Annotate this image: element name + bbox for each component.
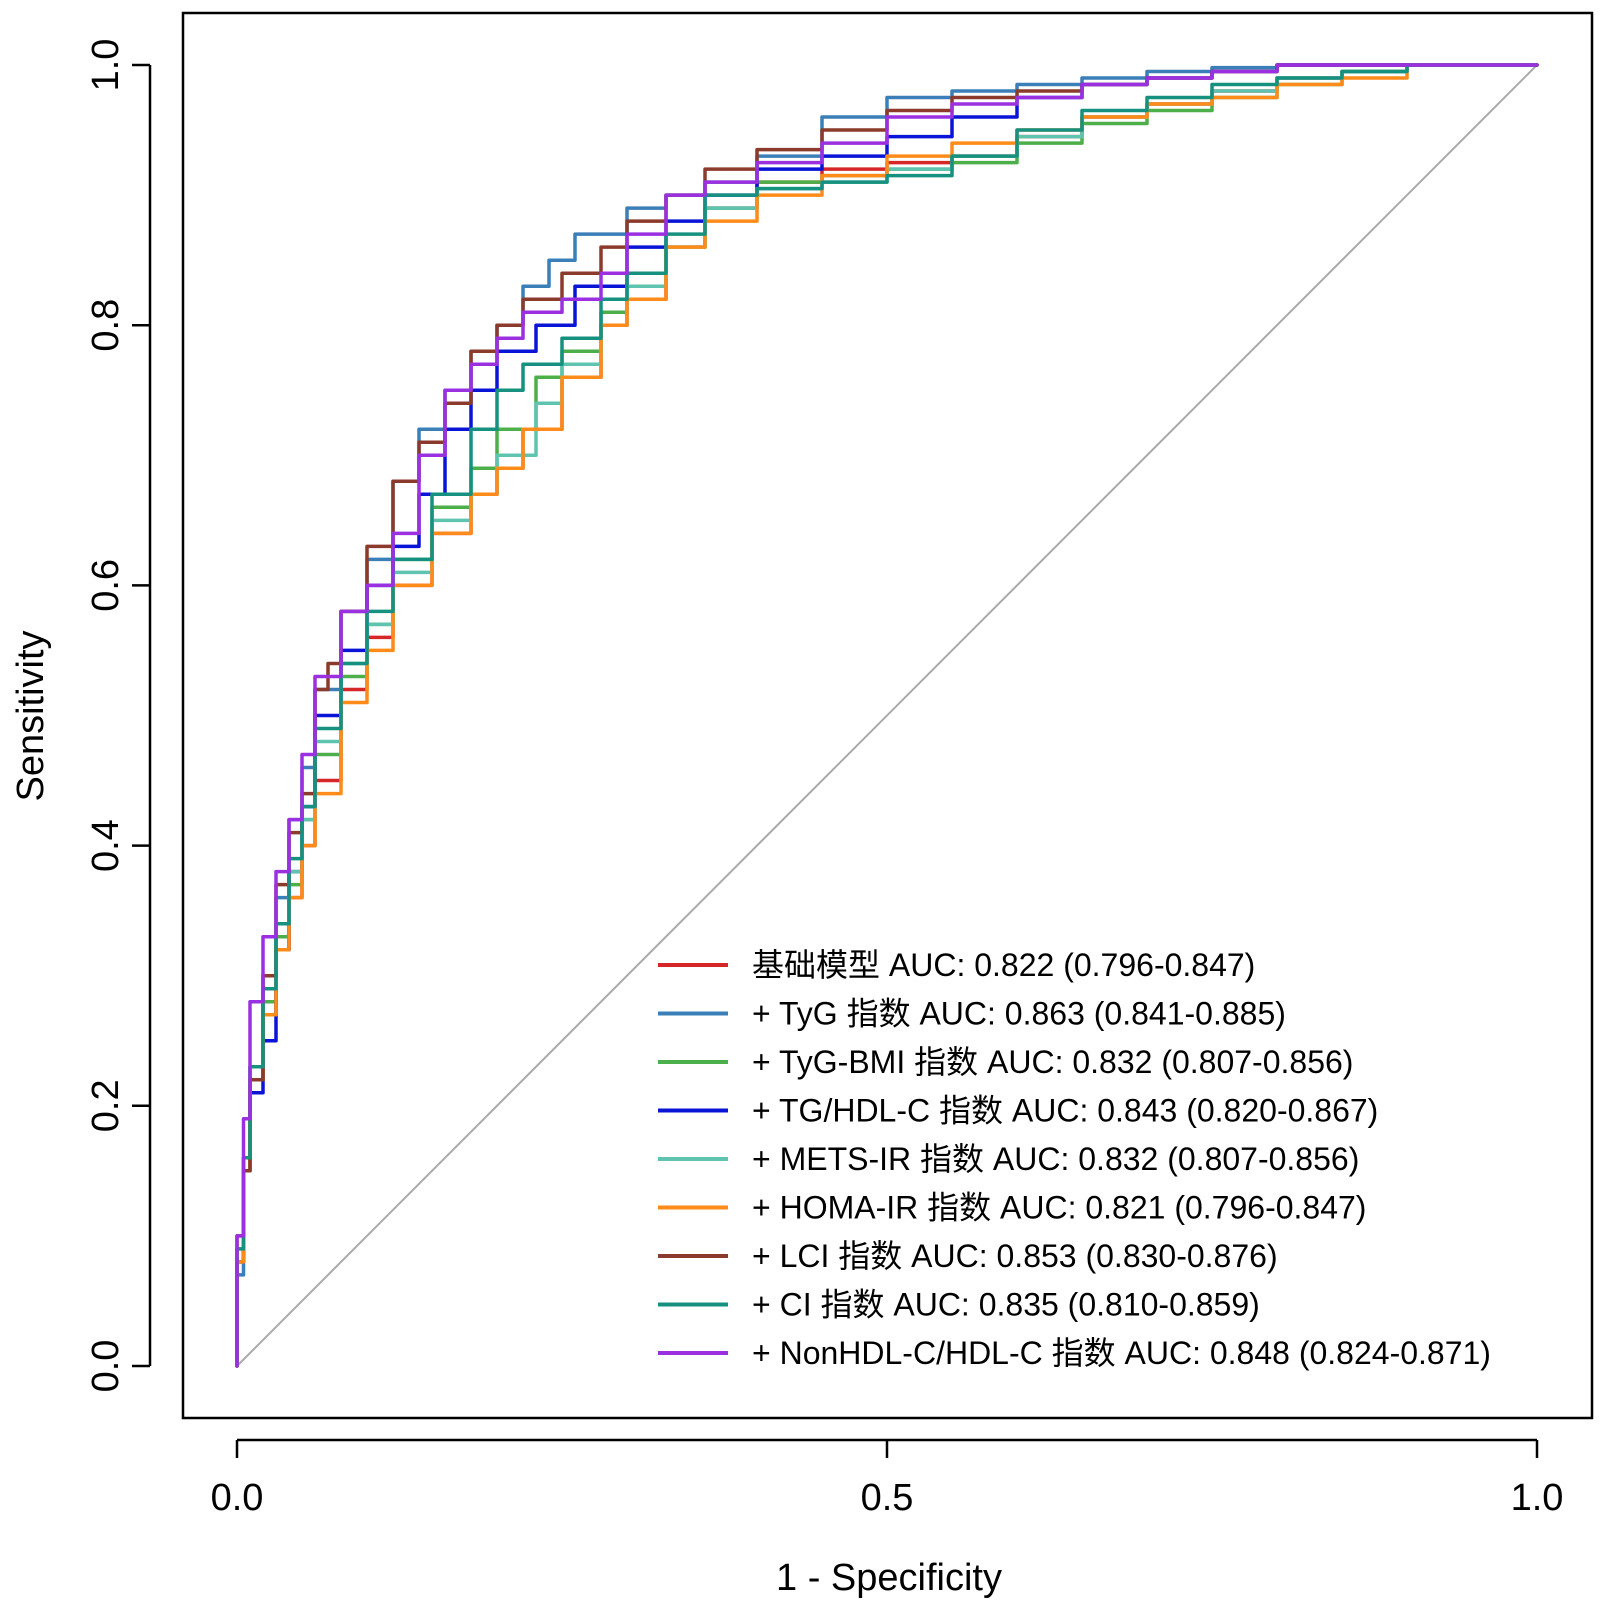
legend-label: + CI 指数 AUC: 0.835 (0.810-0.859)	[752, 1287, 1260, 1323]
roc-curve-9	[235, 63, 1539, 1368]
legend-label: + METS-IR 指数 AUC: 0.832 (0.807-0.856)	[752, 1141, 1359, 1177]
legend-label: + TyG 指数 AUC: 0.863 (0.841-0.885)	[752, 996, 1286, 1032]
roc-curve-8	[235, 63, 1539, 1368]
x-tick-label: 0.0	[211, 1477, 264, 1519]
x-axis-title: 1 - Specificity	[776, 1557, 1002, 1599]
plot-area	[235, 63, 1539, 1368]
y-tick-label: 0.0	[85, 1340, 127, 1393]
y-tick-label: 1.0	[85, 39, 127, 92]
axes: 0.0 0.5 1.0 0.0 0.2 0.4 0.6 0.8 1.0	[85, 39, 1563, 1519]
legend-label: + TG/HDL-C 指数 AUC: 0.843 (0.820-0.867)	[752, 1093, 1378, 1129]
y-tick-label: 0.8	[85, 299, 127, 352]
x-tick-label: 0.5	[861, 1477, 914, 1519]
y-axis-title: Sensitivity	[10, 630, 52, 801]
plot-frame	[181, 11, 1594, 1420]
legend-label: + LCI 指数 AUC: 0.853 (0.830-0.876)	[752, 1238, 1278, 1274]
legend: 基础模型 AUC: 0.822 (0.796-0.847) + TyG 指数 AU…	[658, 947, 1491, 1371]
reference-diagonal-line	[236, 64, 1538, 1367]
y-tick-label: 0.4	[85, 819, 127, 872]
y-tick-label: 0.2	[85, 1079, 127, 1132]
x-tick-label: 1.0	[1511, 1477, 1564, 1519]
legend-label: + TyG-BMI 指数 AUC: 0.832 (0.807-0.856)	[752, 1044, 1353, 1080]
legend-label: + NonHDL-C/HDL-C 指数 AUC: 0.848 (0.824-0.…	[752, 1335, 1491, 1371]
y-tick-label: 0.6	[85, 559, 127, 612]
legend-label: 基础模型 AUC: 0.822 (0.796-0.847)	[752, 947, 1255, 983]
legend-label: + HOMA-IR 指数 AUC: 0.821 (0.796-0.847)	[752, 1190, 1366, 1226]
